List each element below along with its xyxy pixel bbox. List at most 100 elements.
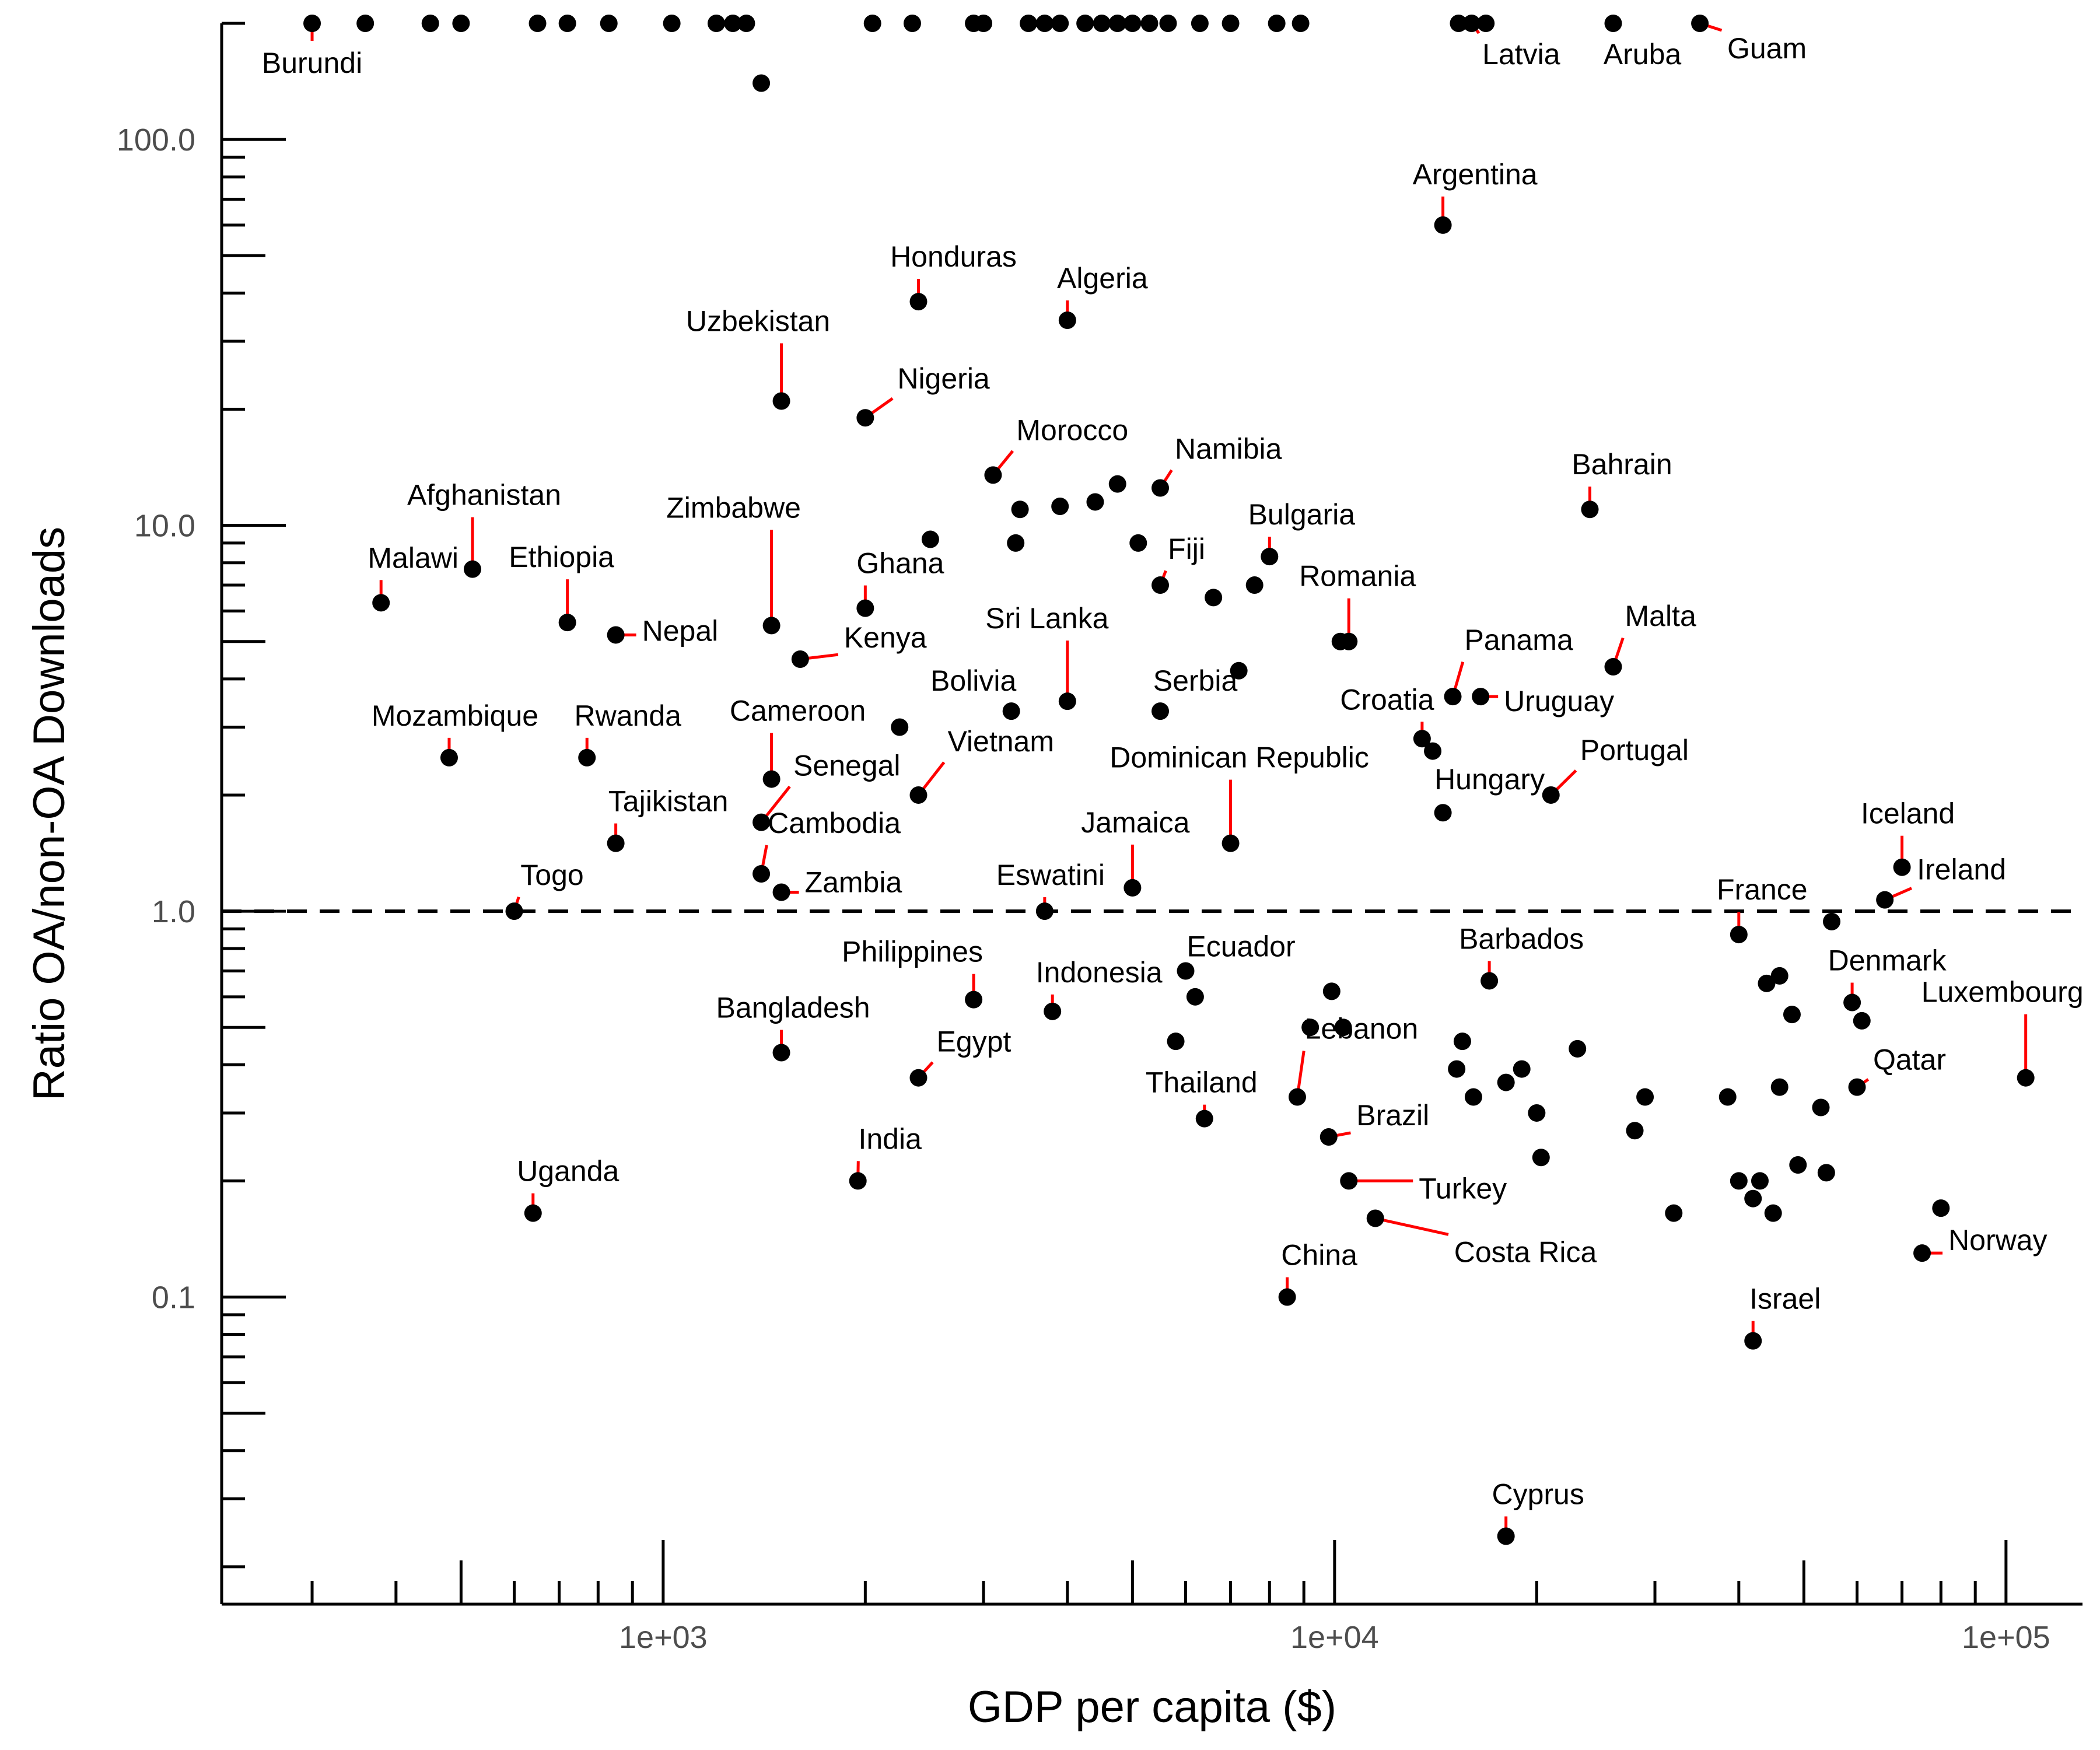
data-point-hungary bbox=[1434, 804, 1452, 822]
data-point-unlabeled-126 bbox=[1569, 1040, 1587, 1058]
data-point-unlabeled-130 bbox=[1718, 1088, 1737, 1106]
data-point-unlabeled-71 bbox=[600, 15, 618, 32]
data-point-ghana bbox=[856, 599, 874, 617]
data-point-unlabeled-125 bbox=[1532, 1149, 1550, 1167]
point-label-ecuador: Ecuador bbox=[1186, 930, 1295, 963]
data-point-cameroon bbox=[762, 770, 780, 788]
data-point-unlabeled-118 bbox=[1334, 1019, 1352, 1037]
point-label-indonesia: Indonesia bbox=[1036, 956, 1163, 989]
data-point-philippines bbox=[965, 991, 983, 1009]
point-label-argentina: Argentina bbox=[1413, 158, 1538, 191]
leader-line-panama bbox=[1453, 662, 1465, 691]
leader-line-senegal bbox=[764, 785, 791, 818]
data-point-malta bbox=[1604, 658, 1622, 676]
data-point-unlabeled-108 bbox=[1424, 742, 1442, 760]
point-label-turkey: Turkey bbox=[1419, 1172, 1507, 1205]
x-tick-label: 1e+03 bbox=[619, 1620, 708, 1655]
data-point-tajikistan bbox=[607, 834, 625, 852]
y-tick-label: 10.0 bbox=[134, 509, 195, 544]
point-label-ethiopia: Ethiopia bbox=[509, 541, 614, 573]
point-label-philippines: Philippines bbox=[842, 936, 983, 968]
leader-line-morocco bbox=[996, 450, 1014, 471]
point-label-nigeria: Nigeria bbox=[897, 362, 990, 395]
leader-line-kenya bbox=[807, 653, 839, 660]
point-label-qatar: Qatar bbox=[1873, 1044, 1946, 1076]
point-label-brazil: Brazil bbox=[1356, 1099, 1429, 1132]
data-point-aruba bbox=[1604, 15, 1622, 32]
point-label-barbados: Barbados bbox=[1459, 922, 1584, 955]
data-point-unlabeled-70 bbox=[558, 15, 576, 32]
data-point-france bbox=[1730, 926, 1748, 944]
point-labels-layer: Burundi Latvia Aruba Guam Argentina Honduras A… bbox=[262, 32, 2084, 1511]
leader-line-cambodia bbox=[761, 845, 768, 867]
data-point-algeria bbox=[1058, 312, 1076, 330]
data-point-unlabeled-76 bbox=[863, 15, 881, 32]
leader-line-costa-rica bbox=[1381, 1218, 1449, 1236]
point-label-iceland: Iceland bbox=[1861, 797, 1955, 830]
data-point-indonesia bbox=[1044, 1002, 1062, 1020]
data-point-unlabeled-103 bbox=[1205, 589, 1223, 607]
data-point-unlabeled-97 bbox=[1051, 498, 1069, 516]
data-point-morocco bbox=[984, 466, 1002, 484]
point-label-luxembourg: Luxembourg bbox=[1922, 976, 2084, 1009]
point-label-egypt: Egypt bbox=[937, 1026, 1012, 1058]
point-label-honduras: Honduras bbox=[890, 240, 1017, 273]
data-point-lebanon bbox=[1288, 1088, 1306, 1106]
point-label-uruguay: Uruguay bbox=[1504, 685, 1614, 718]
data-point-unlabeled-99 bbox=[1108, 475, 1126, 493]
data-point-burundi bbox=[303, 15, 321, 32]
data-point-unlabeled-88 bbox=[1159, 15, 1177, 32]
data-point-brazil bbox=[1320, 1128, 1338, 1146]
data-point-bahrain bbox=[1581, 501, 1599, 519]
data-point-india bbox=[849, 1172, 867, 1190]
data-point-unlabeled-129 bbox=[1665, 1204, 1683, 1222]
data-point-unlabeled-93 bbox=[1450, 15, 1468, 32]
data-point-unlabeled-133 bbox=[1751, 1172, 1769, 1190]
point-label-zambia: Zambia bbox=[805, 866, 902, 899]
data-point-unlabeled-136 bbox=[1789, 1156, 1807, 1174]
data-point-eswatini bbox=[1035, 902, 1054, 921]
point-label-china: China bbox=[1281, 1239, 1357, 1272]
point-label-latvia: Latvia bbox=[1482, 38, 1560, 71]
data-point-unlabeled-67 bbox=[421, 15, 439, 32]
data-point-denmark bbox=[1843, 993, 1861, 1012]
data-point-nigeria bbox=[856, 409, 874, 427]
data-point-egypt bbox=[909, 1069, 928, 1087]
leader-line-nigeria bbox=[870, 397, 894, 415]
data-point-bangladesh bbox=[772, 1044, 790, 1062]
point-label-fiji: Fiji bbox=[1168, 533, 1205, 565]
point-label-romania: Romania bbox=[1299, 560, 1416, 593]
data-point-unlabeled-87 bbox=[1140, 15, 1158, 32]
leader-line-portugal bbox=[1555, 769, 1577, 792]
data-point-unlabeled-104 bbox=[1245, 576, 1264, 594]
data-point-unlabeled-100 bbox=[921, 530, 939, 548]
data-point-unlabeled-74 bbox=[724, 15, 742, 32]
data-point-bulgaria bbox=[1261, 548, 1279, 566]
point-label-bolivia: Bolivia bbox=[930, 664, 1016, 697]
point-label-norway: Norway bbox=[1948, 1224, 2047, 1256]
data-point-mozambique bbox=[440, 748, 458, 766]
point-label-serbia: Serbia bbox=[1153, 664, 1238, 697]
point-label-bulgaria: Bulgaria bbox=[1248, 498, 1356, 531]
point-label-thailand: Thailand bbox=[1146, 1066, 1258, 1099]
leader-line-ireland bbox=[1891, 887, 1912, 899]
leader-line-vietnam bbox=[921, 761, 946, 791]
data-point-unlabeled-95 bbox=[752, 74, 771, 92]
leader-line-egypt bbox=[922, 1061, 934, 1074]
point-label-hungary: Hungary bbox=[1434, 763, 1545, 796]
point-label-namibia: Namibia bbox=[1175, 432, 1282, 465]
point-label-zimbabwe: Zimbabwe bbox=[666, 491, 801, 524]
data-point-unlabeled-75 bbox=[737, 15, 755, 32]
data-point-unlabeled-131 bbox=[1730, 1172, 1748, 1190]
data-point-unlabeled-135 bbox=[1770, 1078, 1788, 1096]
data-point-unlabeled-72 bbox=[663, 15, 681, 32]
data-point-unlabeled-107 bbox=[891, 718, 909, 736]
data-point-ireland bbox=[1876, 891, 1894, 909]
data-point-unlabeled-73 bbox=[708, 15, 726, 32]
data-point-unlabeled-101 bbox=[1007, 534, 1025, 552]
point-label-senegal: Senegal bbox=[793, 750, 901, 782]
data-points-layer bbox=[303, 15, 2035, 1545]
data-point-unlabeled-137 bbox=[1812, 1098, 1830, 1116]
point-label-mozambique: Mozambique bbox=[372, 699, 538, 732]
data-point-unlabeled-89 bbox=[1191, 15, 1209, 32]
